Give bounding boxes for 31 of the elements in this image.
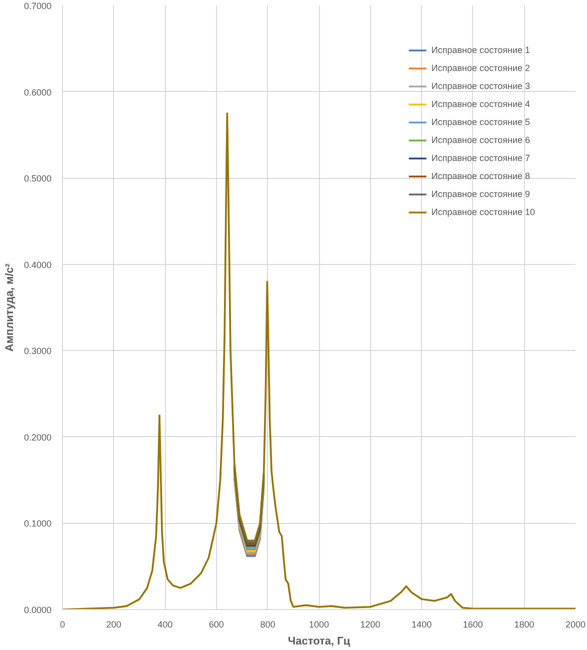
legend-label: Исправное состояние 8 <box>431 171 530 181</box>
x-tick-label: 1000 <box>308 620 330 630</box>
x-tick-label: 600 <box>208 620 224 630</box>
x-tick-label: 1600 <box>462 620 483 630</box>
x-tick-label: 1200 <box>360 620 380 630</box>
x-axis-title: Частота, Гц <box>288 636 350 648</box>
legend-label: Исправное состояние 7 <box>431 153 530 163</box>
legend-label: Исправное состояние 6 <box>431 135 530 145</box>
x-tick-label: 0 <box>60 620 66 630</box>
legend-label: Исправное состояние 10 <box>431 207 535 217</box>
y-tick-label: 0.7000 <box>24 1 52 11</box>
legend-label: Исправное состояние 9 <box>431 189 530 199</box>
y-tick-label: 0.2000 <box>24 432 52 442</box>
x-tick-label: 800 <box>260 620 276 630</box>
x-tick-label: 400 <box>158 620 173 630</box>
legend-label: Исправное состояние 3 <box>431 81 530 91</box>
y-tick-label: 0.0000 <box>24 605 52 615</box>
x-tick-label: 200 <box>106 620 122 630</box>
x-tick-label: 1800 <box>514 620 534 630</box>
x-tick-label: 2000 <box>565 620 586 630</box>
y-axis-title: Амплитуда, м/с² <box>4 263 16 352</box>
y-tick-label: 0.6000 <box>24 87 52 98</box>
legend-label: Исправное состояние 5 <box>431 117 530 127</box>
legend-label: Исправное состояние 1 <box>431 45 530 55</box>
y-tick-label: 0.5000 <box>24 174 52 184</box>
x-tick-label: 1400 <box>412 620 432 630</box>
legend-label: Исправное состояние 2 <box>431 63 530 73</box>
y-tick-label: 0.3000 <box>24 346 52 356</box>
y-tick-label: 0.1000 <box>24 518 52 529</box>
legend-label: Исправное состояние 4 <box>431 99 530 109</box>
y-tick-label: 0.4000 <box>24 260 52 270</box>
